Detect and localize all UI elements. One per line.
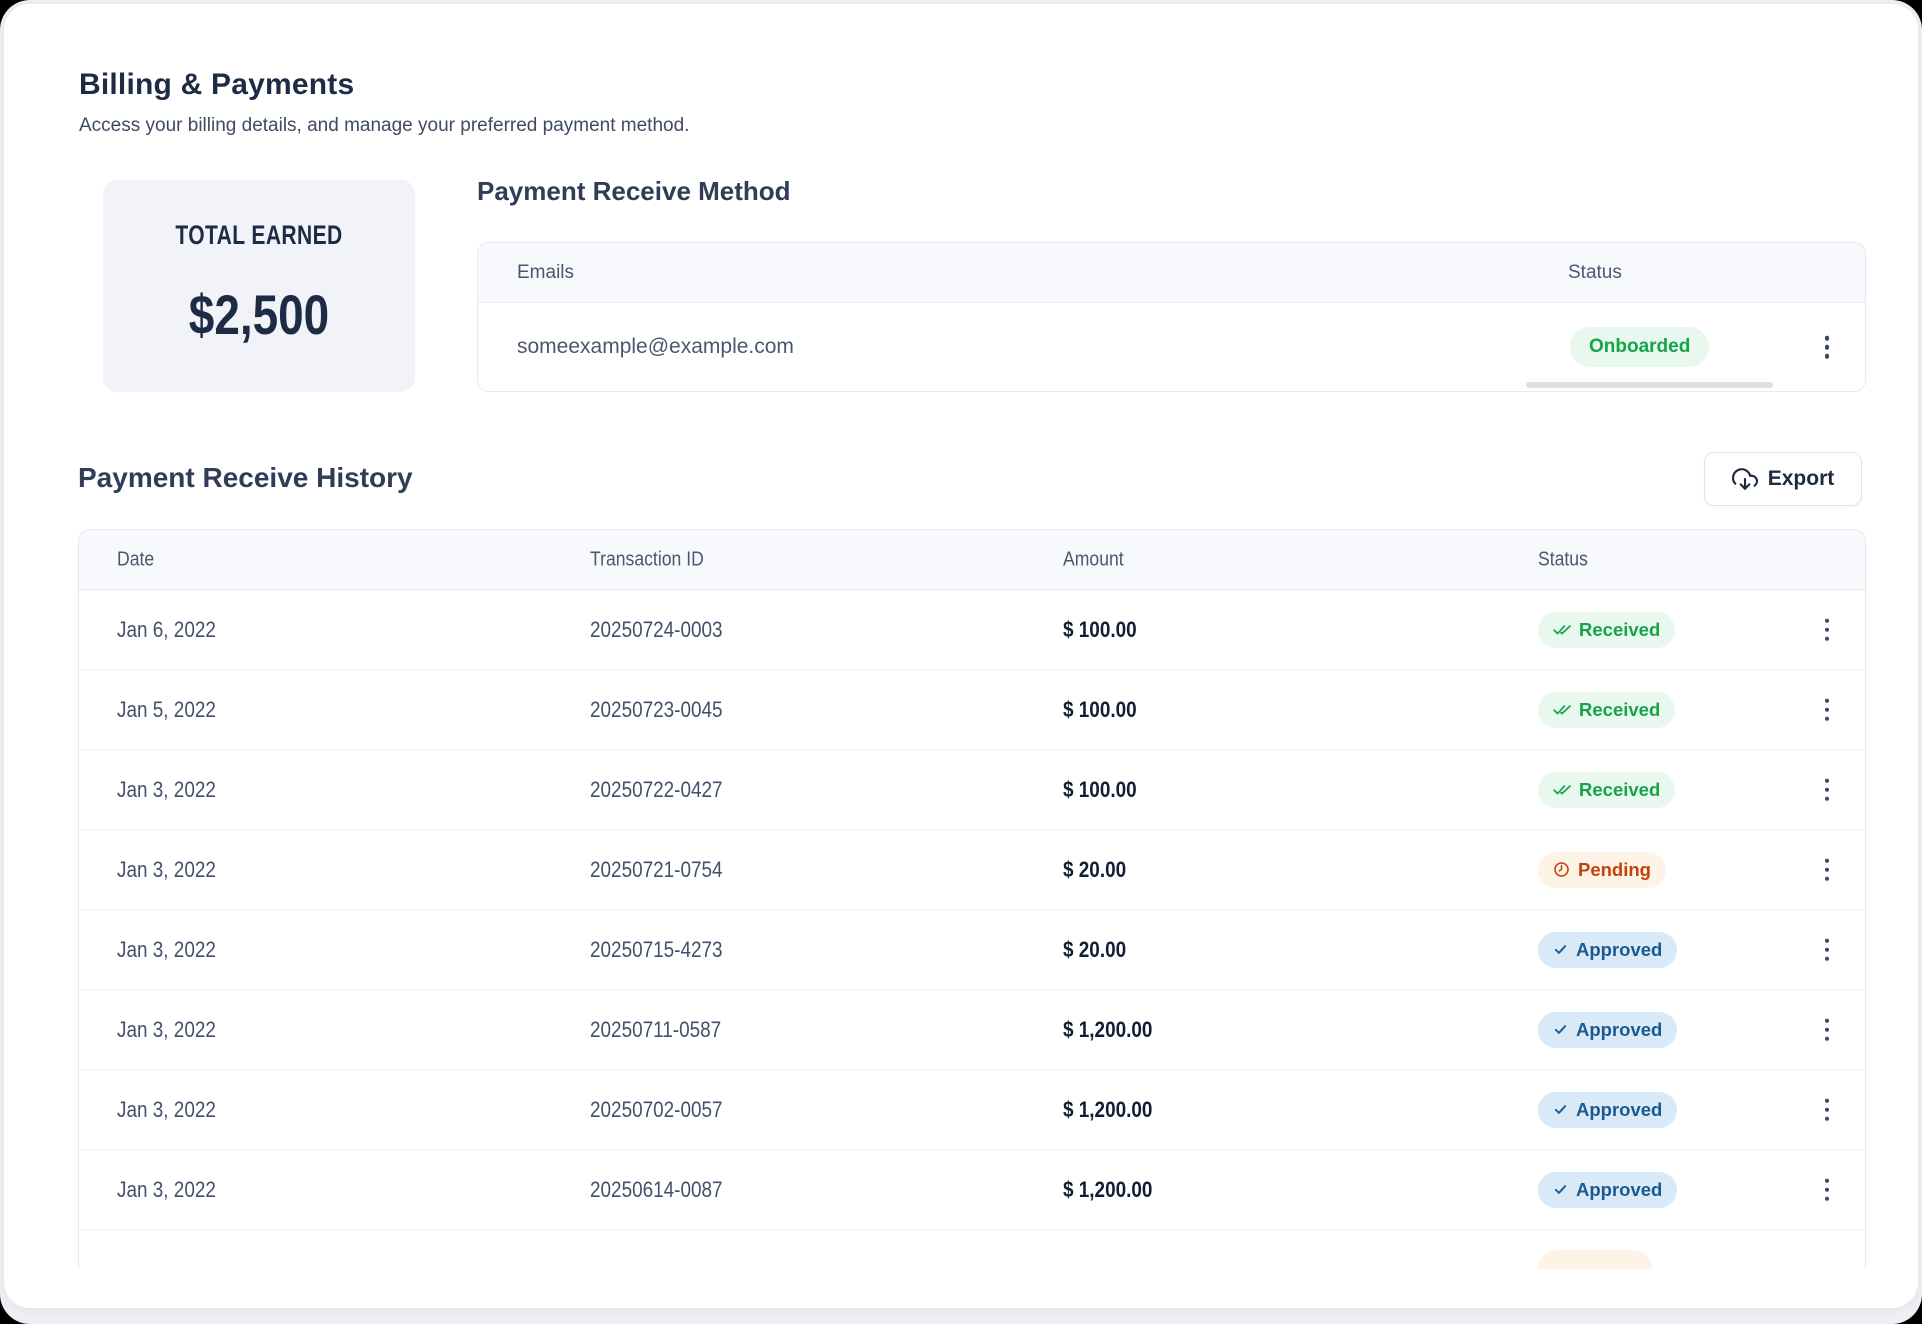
status-label: Pending — [1578, 858, 1651, 880]
horizontal-scrollbar[interactable] — [1526, 382, 1773, 388]
double-check-icon — [1553, 782, 1571, 797]
kebab-menu-icon[interactable] — [1815, 774, 1839, 805]
table-row: Jan 3, 2022 20250721-0754 $ 20.00 Pendin… — [79, 830, 1865, 910]
status-label: Approved — [1576, 938, 1663, 960]
row-date: Jan 3, 2022 — [117, 856, 216, 882]
history-header-status: Status — [1538, 548, 1588, 570]
payment-email: someexample@example.com — [517, 335, 794, 358]
row-transaction-id: 20250723-0045 — [590, 696, 723, 722]
total-earned-value: $2,500 — [188, 283, 330, 346]
history-table-header: Date Transaction ID Amount Status — [79, 530, 1865, 590]
status-badge: Approved — [1538, 931, 1678, 968]
cloud-download-icon — [1731, 466, 1758, 492]
row-transaction-id: 20250721-0754 — [590, 856, 723, 882]
row-amount: $ 1,200.00 — [1063, 1096, 1153, 1122]
kebab-menu-icon[interactable] — [1815, 614, 1839, 645]
export-button[interactable]: Export — [1704, 452, 1862, 506]
row-amount: $ 20.00 — [1063, 936, 1127, 962]
billing-card: Billing & Payments Access your billing d… — [4, 4, 1918, 1308]
row-amount: $ 100.00 — [1063, 776, 1137, 802]
total-earned-card: TOTAL EARNED $2,500 — [103, 180, 415, 392]
check-icon — [1553, 1022, 1568, 1037]
row-amount: $ 20.00 — [1063, 856, 1127, 882]
status-badge: Approved — [1538, 1091, 1678, 1128]
row-date: Jan 5, 2022 — [117, 696, 216, 722]
status-label: Received — [1579, 778, 1661, 800]
table-row-partial — [79, 1230, 1865, 1269]
status-label: Approved — [1576, 1178, 1663, 1200]
table-row: Jan 3, 2022 20250702-0057 $ 1,200.00 App… — [79, 1070, 1865, 1150]
row-transaction-id: 20250715-4273 — [590, 936, 723, 962]
row-transaction-id: 20250614-0087 — [590, 1176, 723, 1202]
row-transaction-id: 20250722-0427 — [590, 776, 723, 802]
kebab-menu-icon[interactable] — [1815, 854, 1839, 885]
history-table-body: Jan 6, 2022 20250724-0003 $ 100.00 Recei… — [79, 590, 1865, 1230]
page-subtitle: Access your billing details, and manage … — [79, 115, 690, 136]
row-transaction-id: 20250724-0003 — [590, 616, 723, 642]
page-title: Billing & Payments — [79, 68, 355, 101]
table-row: Jan 3, 2022 20250722-0427 $ 100.00 Recei… — [79, 750, 1865, 830]
clock-icon — [1553, 861, 1570, 878]
table-row: Jan 5, 2022 20250723-0045 $ 100.00 Recei… — [79, 670, 1865, 750]
method-table-header: Emails Status — [478, 243, 1865, 303]
method-header-emails: Emails — [517, 261, 575, 283]
status-badge: Received — [1538, 691, 1676, 728]
row-amount: $ 100.00 — [1063, 616, 1137, 642]
history-header-transaction-id: Transaction ID — [590, 548, 704, 570]
row-date: Jan 3, 2022 — [117, 1096, 216, 1122]
partial-row-status-badge — [1538, 1250, 1652, 1269]
row-date: Jan 6, 2022 — [117, 616, 216, 642]
method-section-title: Payment Receive Method — [477, 176, 791, 206]
check-icon — [1553, 1182, 1568, 1197]
row-transaction-id: 20250711-0587 — [590, 1016, 722, 1042]
onboarded-status-badge: Onboarded — [1570, 327, 1710, 367]
status-badge: Approved — [1538, 1171, 1678, 1208]
method-table-row: someexample@example.com Onboarded — [478, 303, 1865, 391]
row-date: Jan 3, 2022 — [117, 1176, 216, 1202]
status-label: Received — [1579, 698, 1661, 720]
table-row: Jan 3, 2022 20250614-0087 $ 1,200.00 App… — [79, 1150, 1865, 1230]
table-row: Jan 3, 2022 20250715-4273 $ 20.00 Approv… — [79, 910, 1865, 990]
method-table: Emails Status someexample@example.com On… — [477, 242, 1866, 392]
history-table: Date Transaction ID Amount Status Jan 6,… — [78, 529, 1866, 1269]
check-icon — [1553, 942, 1568, 957]
row-transaction-id: 20250702-0057 — [590, 1096, 723, 1122]
row-amount: $ 1,200.00 — [1063, 1016, 1153, 1042]
row-date: Jan 3, 2022 — [117, 936, 216, 962]
kebab-menu-icon[interactable] — [1815, 1094, 1839, 1125]
row-date: Jan 3, 2022 — [117, 776, 216, 802]
kebab-menu-icon[interactable] — [1815, 332, 1839, 363]
check-icon — [1553, 1102, 1568, 1117]
row-amount: $ 100.00 — [1063, 696, 1137, 722]
status-label: Approved — [1576, 1098, 1663, 1120]
kebab-menu-icon[interactable] — [1815, 934, 1839, 965]
kebab-menu-icon[interactable] — [1815, 694, 1839, 725]
history-header-amount: Amount — [1063, 548, 1124, 570]
total-earned-label: TOTAL EARNED — [175, 220, 343, 250]
table-row: Jan 6, 2022 20250724-0003 $ 100.00 Recei… — [79, 590, 1865, 670]
method-header-status: Status — [1568, 261, 1622, 283]
status-label: Received — [1579, 618, 1661, 640]
status-label: Approved — [1576, 1018, 1663, 1040]
row-amount: $ 1,200.00 — [1063, 1176, 1153, 1202]
status-badge: Pending — [1538, 851, 1666, 888]
double-check-icon — [1553, 622, 1571, 637]
status-badge: Received — [1538, 611, 1676, 648]
kebab-menu-icon[interactable] — [1815, 1014, 1839, 1045]
onboarded-badge-label: Onboarded — [1589, 336, 1691, 357]
row-date: Jan 3, 2022 — [117, 1016, 216, 1042]
history-header-date: Date — [117, 548, 155, 570]
kebab-menu-icon[interactable] — [1815, 1174, 1839, 1205]
status-badge: Approved — [1538, 1011, 1678, 1048]
export-button-label: Export — [1767, 467, 1835, 490]
status-badge: Received — [1538, 771, 1676, 808]
double-check-icon — [1553, 702, 1571, 717]
table-row: Jan 3, 2022 20250711-0587 $ 1,200.00 App… — [79, 990, 1865, 1070]
history-section-title: Payment Receive History — [78, 462, 413, 493]
